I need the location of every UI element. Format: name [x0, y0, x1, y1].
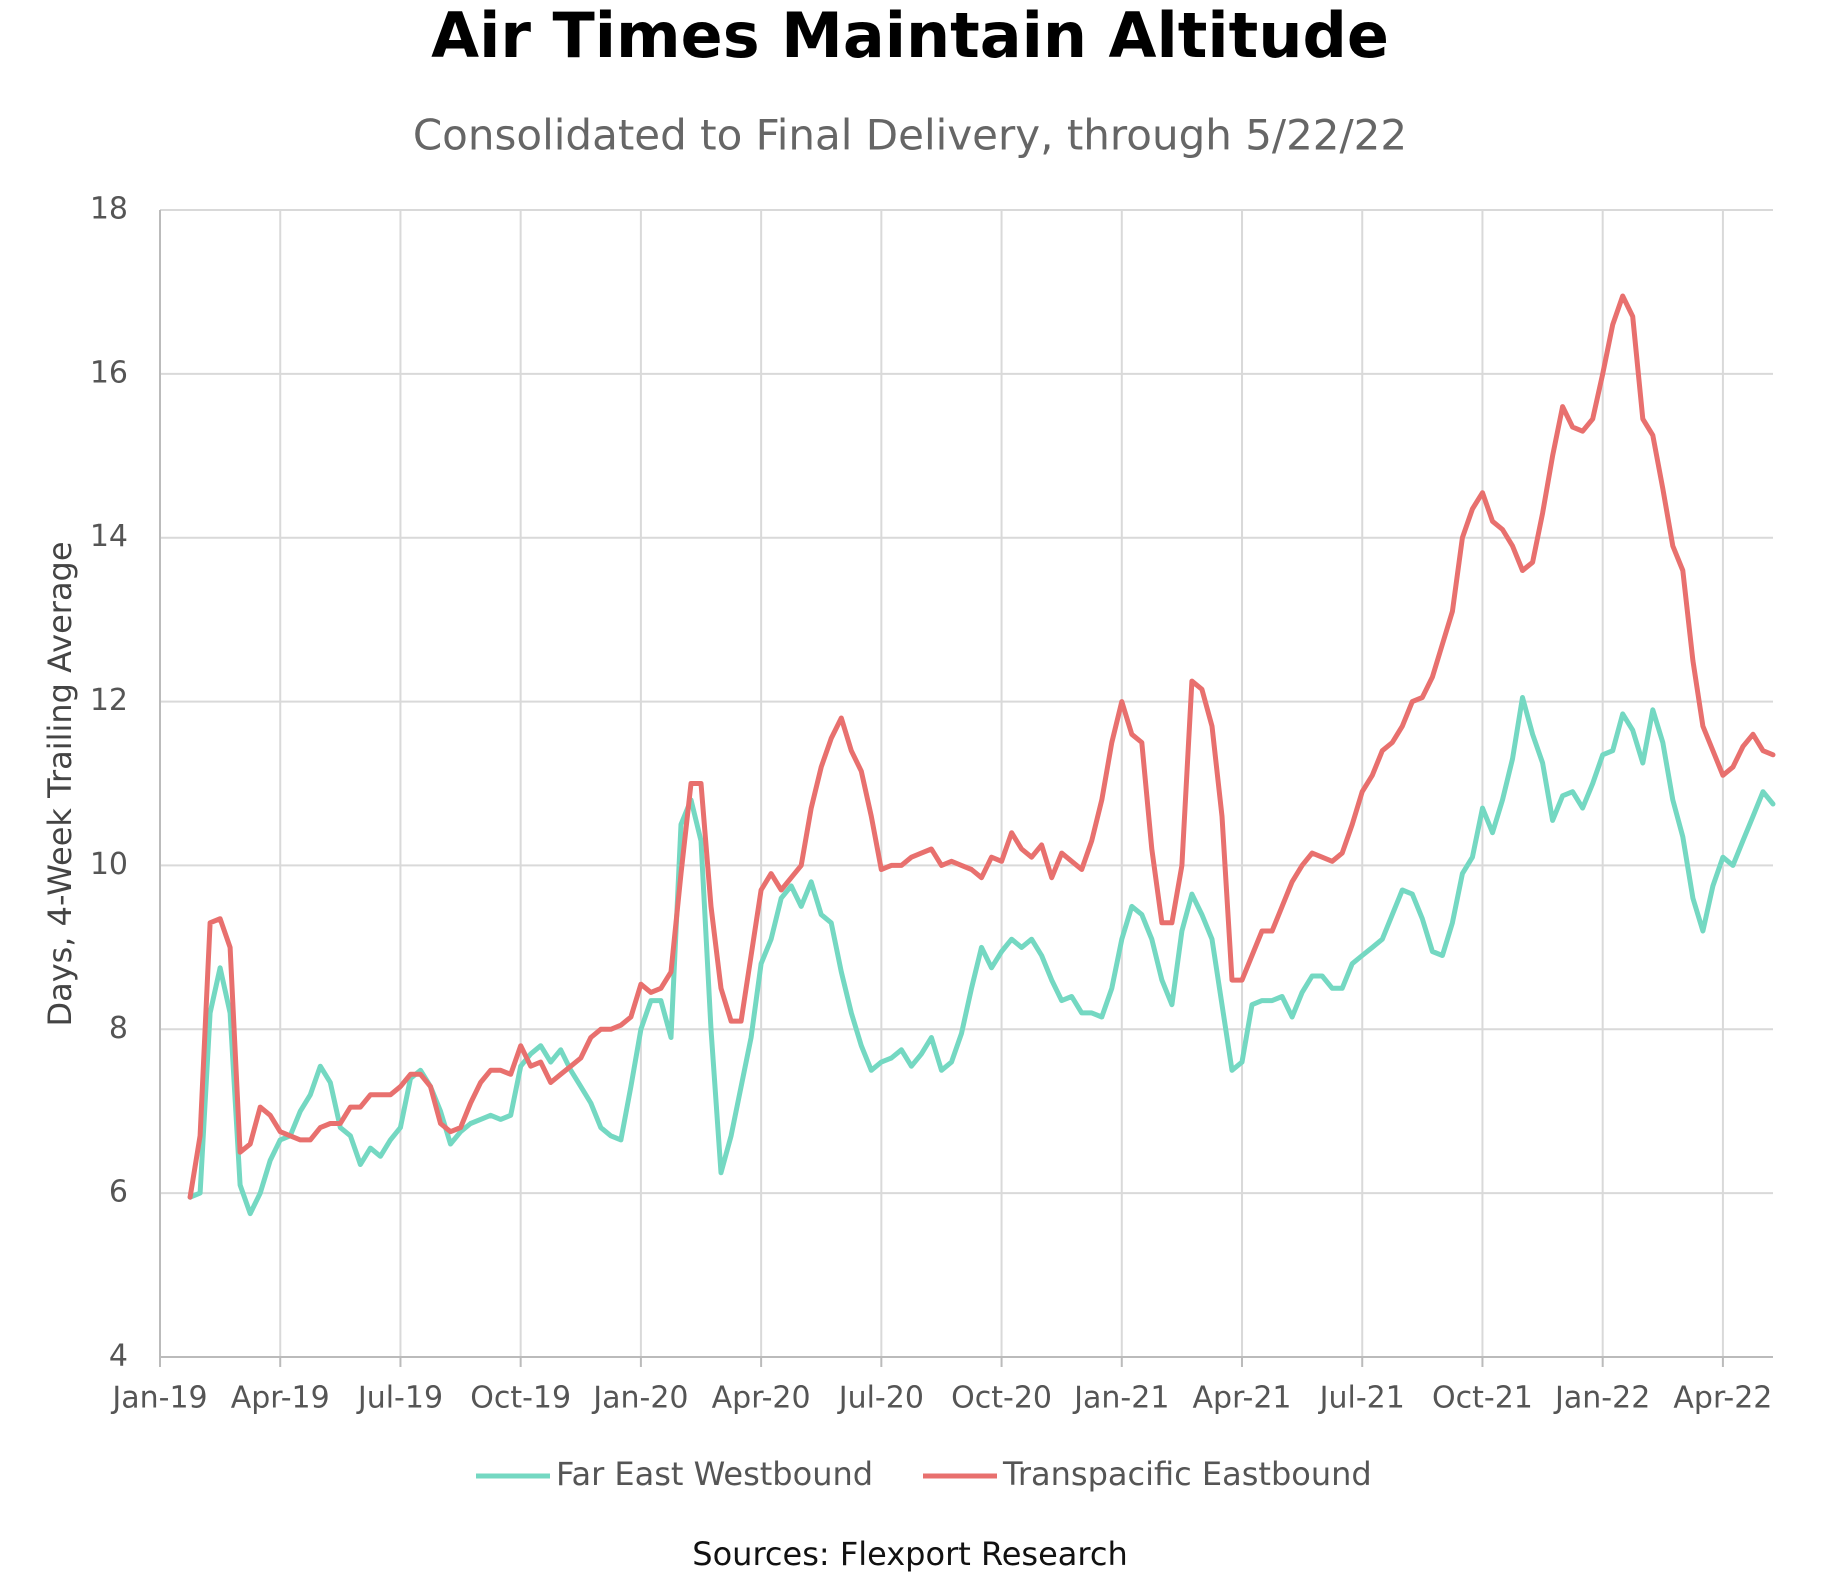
- x-tick-label: Jul-21: [1318, 1381, 1405, 1416]
- x-tick-label: Jan-19: [110, 1381, 207, 1416]
- y-axis-label: Days, 4-Week Trailing Average: [41, 541, 79, 1026]
- x-tick-label: Apr-20: [712, 1381, 811, 1416]
- x-tick-label: Jan-22: [1553, 1381, 1650, 1416]
- x-tick-label: Jul-19: [356, 1381, 443, 1416]
- x-tick-label: Jul-20: [837, 1381, 924, 1416]
- x-tick-label: Apr-22: [1673, 1381, 1772, 1416]
- y-tick-label: 6: [109, 1175, 128, 1210]
- x-tick-label: Jan-21: [1072, 1381, 1169, 1416]
- chart-title: Air Times Maintain Altitude: [431, 0, 1389, 72]
- y-tick-label: 4: [109, 1339, 128, 1374]
- y-tick-label: 8: [109, 1011, 128, 1046]
- source-note: Sources: Flexport Research: [692, 1535, 1127, 1573]
- y-tick-label: 16: [90, 355, 128, 390]
- data-line: [187, 695, 1776, 1217]
- y-tick-label: 18: [90, 192, 128, 227]
- y-tick-label: 10: [90, 847, 128, 882]
- x-tick-label: Oct-20: [951, 1381, 1052, 1416]
- legend-label: Transpacific Eastbound: [1002, 1455, 1372, 1493]
- x-tick-label: Oct-21: [1432, 1381, 1533, 1416]
- data-line: [187, 293, 1776, 1200]
- y-tick-label: 12: [90, 683, 128, 718]
- x-tick-label: Oct-19: [470, 1381, 571, 1416]
- legend-label: Far East Westbound: [556, 1455, 873, 1493]
- y-tick-label: 14: [90, 519, 128, 554]
- x-tick-label: Apr-21: [1193, 1381, 1292, 1416]
- chart-subtitle: Consolidated to Final Delivery, through …: [413, 111, 1407, 160]
- x-tick-label: Apr-19: [231, 1381, 330, 1416]
- x-tick-label: Jan-20: [591, 1381, 688, 1416]
